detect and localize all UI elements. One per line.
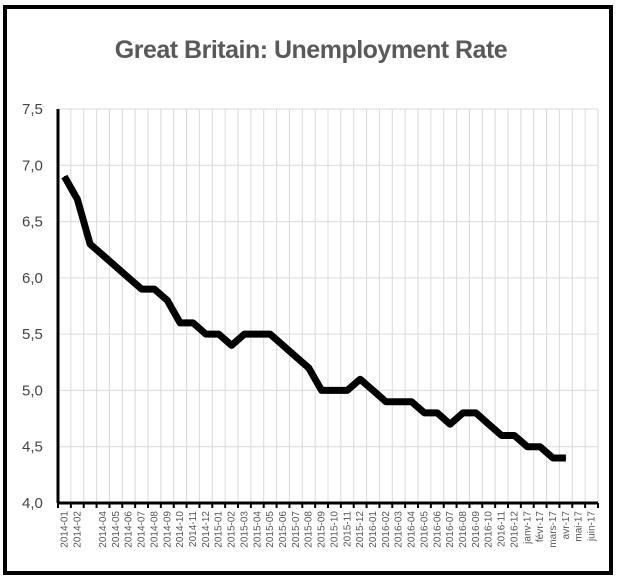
data-point xyxy=(539,446,541,448)
data-point xyxy=(321,389,323,391)
data-point xyxy=(436,412,438,414)
data-point xyxy=(552,457,554,459)
data-point xyxy=(89,243,91,245)
x-tick-label: 2014-06 xyxy=(124,511,135,548)
data-point xyxy=(295,356,297,358)
x-tick-label: 2014-02 xyxy=(72,511,83,548)
x-tick-label: 2015-12 xyxy=(355,511,366,548)
x-tick-label: 2015-09 xyxy=(317,511,328,548)
data-point xyxy=(423,412,425,414)
x-tick-label: 2014-11 xyxy=(188,511,199,547)
data-point xyxy=(218,333,220,335)
data-point xyxy=(372,389,374,391)
data-point xyxy=(179,322,181,324)
x-tick-label: 2015-07 xyxy=(291,511,302,548)
x-tick-label: 2016-03 xyxy=(394,511,405,548)
x-tick-label: avr-17 xyxy=(561,511,572,540)
x-tick-label: 2016-01 xyxy=(368,511,379,548)
data-point xyxy=(526,446,528,448)
x-tick-label: 2014-12 xyxy=(201,511,212,548)
gridlines xyxy=(58,108,599,503)
data-point xyxy=(231,344,233,346)
x-tick-label: mai-17 xyxy=(574,511,585,542)
x-tick-label: janv-17 xyxy=(522,511,533,545)
x-tick-label: 2016-04 xyxy=(407,511,418,548)
y-tick-label: 7,5 xyxy=(22,101,43,118)
x-tick-label: 2016-02 xyxy=(381,511,392,548)
data-point xyxy=(243,333,245,335)
data-point xyxy=(411,401,413,403)
y-tick-label: 7,0 xyxy=(22,157,43,174)
data-point xyxy=(205,333,207,335)
data-point xyxy=(359,378,361,380)
data-point xyxy=(398,401,400,403)
x-tick-label: 2015-05 xyxy=(265,511,276,548)
data-point xyxy=(192,322,194,324)
x-tick-label: 2016-10 xyxy=(484,511,495,548)
x-tick-label: 2016-05 xyxy=(419,511,430,548)
x-tick-label: 2016-07 xyxy=(445,511,456,548)
data-point xyxy=(269,333,271,335)
x-tick-label: 2014-01 xyxy=(59,511,70,548)
y-tick-label: 5,0 xyxy=(22,382,43,399)
x-tick-label: 2014-10 xyxy=(175,511,186,548)
x-tick-label: 2016-08 xyxy=(458,511,469,548)
data-point xyxy=(256,333,258,335)
data-point xyxy=(102,254,104,256)
x-tick-label: 2014-04 xyxy=(98,511,109,548)
data-point xyxy=(346,389,348,391)
data-point xyxy=(128,277,130,279)
x-tick-label: mars-17 xyxy=(548,511,559,548)
y-tick-label: 5,5 xyxy=(22,326,43,343)
x-tick-label: 2015-01 xyxy=(214,511,225,548)
data-point xyxy=(565,457,567,459)
data-point xyxy=(475,412,477,414)
x-tick-label: 2015-08 xyxy=(304,511,315,548)
x-tick-label: 2015-10 xyxy=(329,511,340,548)
data-point xyxy=(115,266,117,268)
x-tick-label: 2015-06 xyxy=(278,511,289,548)
x-tick-label: 2014-05 xyxy=(111,511,122,548)
x-tick-label: 2015-04 xyxy=(252,511,263,548)
y-tick-label: 4,5 xyxy=(22,439,43,456)
x-tick-label: 2014-08 xyxy=(149,511,160,548)
data-point xyxy=(333,389,335,391)
x-tick-label: 2016-12 xyxy=(509,511,520,548)
x-tick-label: 2014-09 xyxy=(162,511,173,548)
x-tick-label: 2014-07 xyxy=(137,511,148,548)
x-tick-label: 2016-11 xyxy=(497,511,508,547)
x-axis-ticks: 2014-01 2014-02 2014-04 2014-05 2014-06 2014-… xyxy=(57,503,599,548)
x-tick-label: 2015-03 xyxy=(239,511,250,548)
y-tick-label: 6,0 xyxy=(22,270,43,287)
chart-frame xyxy=(3,5,613,575)
data-point xyxy=(385,401,387,403)
y-tick-label: 6,5 xyxy=(22,214,43,231)
x-tick-label: 2015-11 xyxy=(342,511,353,547)
data-point xyxy=(166,299,168,301)
data-point xyxy=(282,344,284,346)
y-tick-label: 4,0 xyxy=(22,495,43,512)
data-point xyxy=(488,423,490,425)
data-point xyxy=(501,434,503,436)
chart-title: Great Britain: Unemployment Rate xyxy=(114,36,508,64)
data-point xyxy=(449,423,451,425)
series-group xyxy=(61,174,567,462)
data-point xyxy=(141,288,143,290)
data-point xyxy=(462,412,464,414)
x-tick-label: 2016-06 xyxy=(432,511,443,548)
x-tick-label: févr-17 xyxy=(535,511,546,543)
x-tick-label: 2015-02 xyxy=(227,511,238,548)
data-point xyxy=(513,434,515,436)
data-point xyxy=(308,367,310,369)
x-tick-label: 2016-09 xyxy=(471,511,482,548)
data-point xyxy=(76,198,78,200)
x-tick-label: juin-17 xyxy=(587,511,598,542)
data-point xyxy=(63,176,65,178)
y-axis-ticks: 4,0 4,5 5,0 5,5 6,0 6,5 7,0 7,5 xyxy=(22,101,43,512)
series-line xyxy=(61,174,566,462)
data-point xyxy=(153,288,155,290)
